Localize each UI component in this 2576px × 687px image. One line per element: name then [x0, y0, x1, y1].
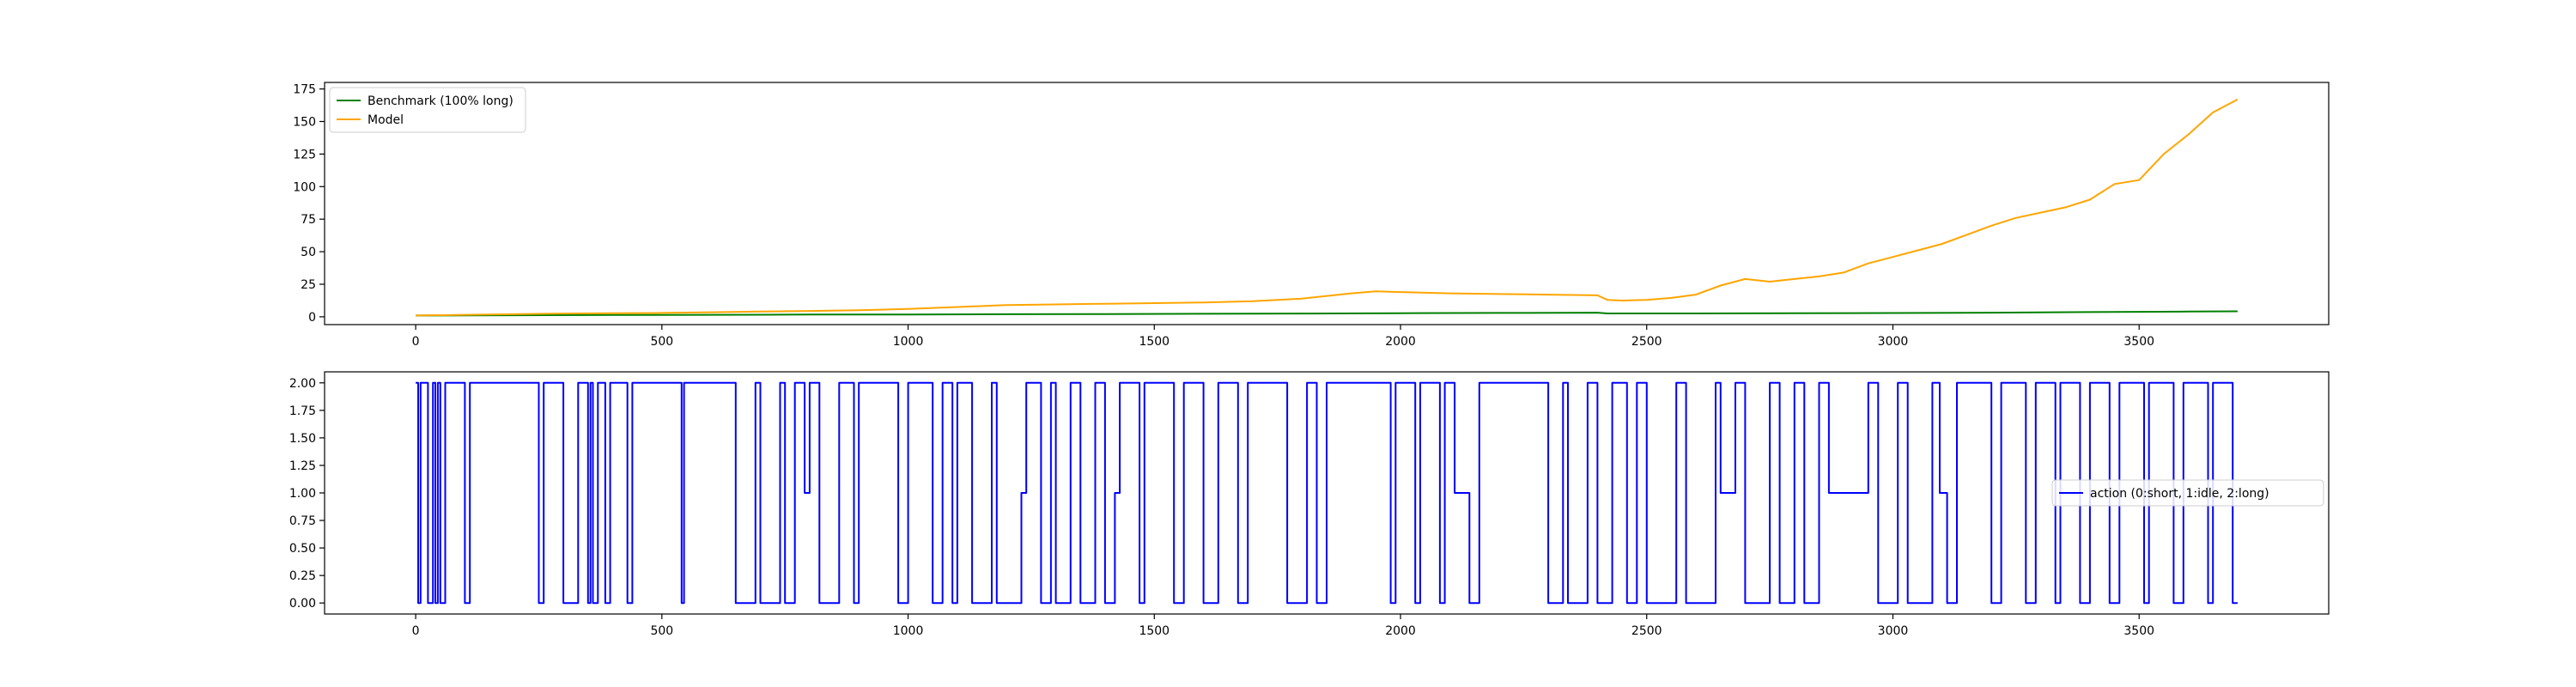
legend: Benchmark (100% long) Model	[329, 87, 526, 133]
y-tick-label: 25	[301, 278, 316, 292]
series-group	[416, 381, 2238, 605]
legend-box	[329, 87, 526, 133]
y-tick-label: 0	[308, 311, 316, 325]
y-tick-label: 0.75	[289, 514, 316, 528]
y-tick-label: 0.50	[289, 542, 316, 556]
x-tick-label: 3500	[2123, 624, 2154, 638]
y-tick-label: 2.00	[289, 377, 316, 391]
x-tick-label: 1000	[893, 335, 924, 349]
x-tick-label: 2500	[1631, 624, 1662, 638]
legend-label: Benchmark (100% long)	[368, 94, 513, 108]
y-tick-label: 0.00	[289, 597, 316, 611]
y-tick-label: 1.25	[289, 459, 316, 473]
y-tick-label: 1.75	[289, 404, 316, 418]
legend-box	[2051, 479, 2324, 507]
x-tick-label: 3000	[1878, 335, 1909, 349]
x-tick-label: 1000	[893, 624, 924, 638]
y-tick-label: 1.50	[289, 432, 316, 446]
legend-label: action (0:short, 1:idle, 2:long)	[2090, 487, 2269, 501]
x-tick-label: 2000	[1385, 335, 1416, 349]
y-tick-label: 1.00	[289, 487, 316, 501]
axes-frame	[324, 82, 2330, 325]
y-tick-label: 125	[293, 148, 316, 161]
equity-chart: 0 500 1000 1500 2000 2500 3000 3500 0 25 50 75 100 12…	[293, 82, 2330, 349]
series-line-0	[416, 310, 2238, 317]
x-tick-label: 2000	[1385, 624, 1416, 638]
legend: action (0:short, 1:idle, 2:long)	[2051, 479, 2324, 507]
action-chart: 0 500 1000 1500 2000 2500 3000 3500 0.00 0.25 0.50…	[289, 371, 2330, 638]
x-tick-label: 3500	[2123, 335, 2154, 349]
series-group	[416, 98, 2239, 317]
y-tick-label: 0.25	[289, 569, 316, 583]
x-tick-label: 1500	[1139, 624, 1170, 638]
y-tick-label: 175	[293, 83, 316, 97]
x-tick-label: 0	[412, 624, 420, 638]
x-tick-label: 1500	[1139, 335, 1170, 349]
y-tick-label: 75	[301, 213, 316, 227]
series-line-1	[416, 98, 2239, 317]
x-tick-label: 3000	[1878, 624, 1909, 638]
y-tick-label: 150	[293, 115, 316, 129]
x-tick-label: 500	[650, 335, 673, 349]
y-tick-label: 50	[301, 246, 316, 259]
x-tick-label: 0	[412, 335, 420, 349]
x-tick-label: 500	[650, 624, 673, 638]
y-tick-label: 100	[293, 180, 316, 194]
series-line-0	[416, 381, 2238, 605]
legend-label: Model	[368, 113, 404, 127]
x-tick-label: 2500	[1631, 335, 1662, 349]
